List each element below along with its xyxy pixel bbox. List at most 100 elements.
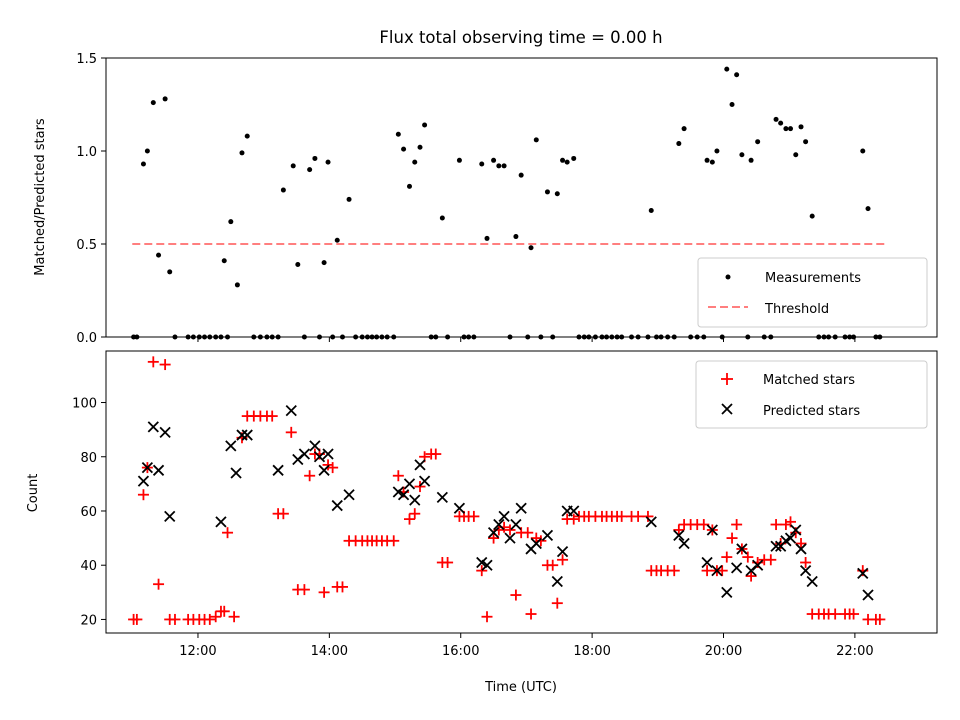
- measurement-point: [528, 245, 534, 251]
- matched-star-marker: [153, 578, 165, 590]
- predicted-star-marker: [711, 564, 723, 577]
- x-tick-label: 22:00: [836, 644, 873, 659]
- measurement-point: [755, 139, 761, 145]
- measurement-point: [167, 269, 173, 275]
- measurement-point: [739, 152, 745, 158]
- measurement-point: [681, 126, 687, 132]
- measurement-point: [484, 235, 490, 241]
- y-tick-label: 80: [80, 451, 97, 466]
- measurement-point: [290, 163, 296, 169]
- measurement-point: [221, 258, 227, 264]
- matched-star-marker: [530, 532, 542, 544]
- measurement-point: [518, 172, 524, 178]
- predicted-star-marker: [530, 537, 542, 550]
- measurement-point: [798, 124, 804, 130]
- measurement-point: [325, 159, 331, 165]
- measurement-point: [417, 144, 423, 150]
- matched-star-marker: [392, 470, 404, 482]
- measurement-point: [401, 146, 407, 152]
- matched-star-marker: [266, 410, 278, 422]
- y-tick-label: 1.0: [76, 145, 97, 160]
- y-tick-label: 0.5: [76, 238, 97, 253]
- measurement-point: [156, 252, 162, 258]
- bottom-legend-box: [695, 360, 928, 429]
- measurement-point: [412, 159, 418, 165]
- predicted-star-marker: [392, 486, 404, 498]
- measurement-point: [406, 183, 412, 189]
- measurement-point: [803, 139, 809, 145]
- legend-dot-icon: [725, 274, 731, 280]
- measurement-point: [456, 157, 462, 163]
- predicted-star-marker: [285, 405, 297, 417]
- predicted-star-marker: [147, 421, 159, 433]
- measurement-point: [533, 137, 539, 143]
- predicted-star-marker: [403, 478, 416, 490]
- predicted-star-marker: [493, 518, 505, 531]
- measurement-point: [773, 116, 779, 122]
- measurement-point: [496, 163, 502, 169]
- legend-label-matched: Matched stars: [763, 373, 855, 388]
- matched-star-marker: [632, 510, 644, 522]
- top-legend-box: [697, 257, 928, 328]
- measurement-point: [513, 234, 519, 240]
- matched-star-marker: [131, 613, 143, 625]
- x-tick-label: 12:00: [179, 644, 216, 659]
- matched-star-marker: [277, 508, 289, 520]
- bottom-plot-frame: [105, 350, 938, 634]
- matched-star-marker: [874, 613, 886, 625]
- measurement-point: [295, 261, 301, 267]
- matched-star-marker: [547, 559, 559, 571]
- y-tick-label: 60: [80, 505, 97, 520]
- matched-star-marker: [742, 551, 754, 563]
- legend-label-measurements: Measurements: [765, 271, 861, 286]
- matched-star-marker: [795, 538, 807, 550]
- predicted-star-marker: [736, 543, 748, 555]
- predicted-star-marker: [476, 556, 488, 569]
- legend-plus-icon: [721, 373, 733, 385]
- predicted-star-marker: [752, 559, 764, 571]
- predicted-star-marker: [645, 516, 657, 528]
- predicted-star-marker: [806, 575, 818, 588]
- measurement-point: [554, 191, 560, 197]
- predicted-star-marker: [230, 467, 242, 479]
- matched-star-marker: [557, 554, 569, 566]
- measurement-point: [501, 163, 507, 169]
- predicted-star-marker: [298, 448, 311, 460]
- measurement-point: [544, 189, 550, 195]
- predicted-star-marker: [551, 575, 563, 588]
- y-tick-label: 1.5: [76, 52, 97, 67]
- x-tick-label: 20:00: [705, 644, 742, 659]
- predicted-star-marker: [164, 510, 176, 523]
- legend-label-predicted: Predicted stars: [763, 404, 860, 419]
- matched-star-marker: [848, 608, 860, 620]
- measurement-point: [724, 66, 730, 72]
- matched-star-marker: [409, 508, 421, 520]
- predicted-star-marker: [731, 562, 743, 574]
- predicted-star-marker: [272, 464, 284, 476]
- measurement-point: [778, 120, 784, 126]
- measurement-point: [479, 161, 485, 167]
- predicted-star-marker: [215, 516, 227, 528]
- predicted-star-marker: [414, 459, 426, 471]
- measurement-point: [564, 159, 570, 165]
- measurement-point: [346, 196, 352, 202]
- matched-star-marker: [285, 426, 297, 438]
- predicted-star-marker: [409, 494, 421, 506]
- measurement-point: [439, 215, 445, 221]
- matched-star-marker: [414, 481, 426, 493]
- predicted-star-marker: [510, 518, 522, 531]
- matched-star-marker: [701, 565, 713, 577]
- predicted-star-marker: [397, 489, 410, 501]
- matched-star-marker: [137, 489, 149, 501]
- measurement-point: [280, 187, 286, 193]
- predicted-star-marker: [322, 448, 334, 460]
- predicted-star-marker: [568, 505, 580, 517]
- predicted-star-marker: [418, 475, 431, 487]
- bottom-y-ticks: 20 40 60 80 100: [72, 397, 106, 628]
- measurement-point: [144, 148, 150, 154]
- measurement-point: [239, 150, 245, 156]
- measurement-point: [809, 213, 815, 219]
- measurement-point: [865, 206, 871, 212]
- predicted-star-marker: [790, 524, 802, 536]
